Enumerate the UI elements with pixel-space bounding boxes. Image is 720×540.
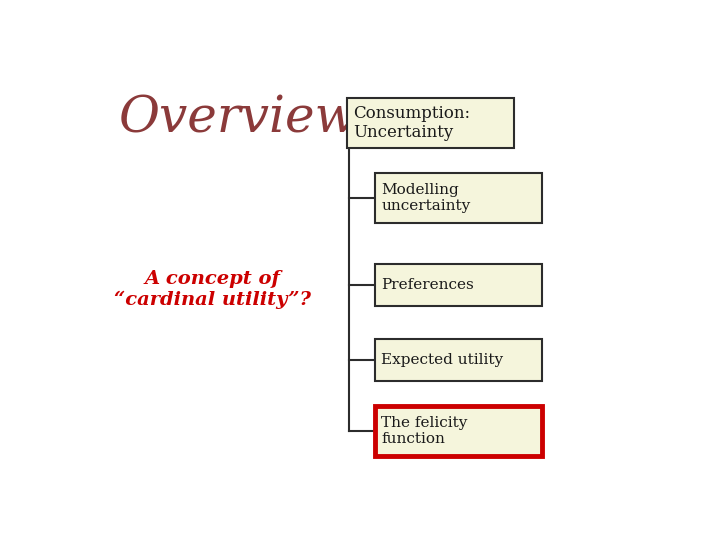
FancyBboxPatch shape bbox=[347, 98, 514, 148]
Text: Expected utility: Expected utility bbox=[382, 353, 503, 367]
FancyBboxPatch shape bbox=[374, 173, 542, 223]
Text: A concept of
“cardinal utility”?: A concept of “cardinal utility”? bbox=[114, 269, 311, 309]
Text: 32: 32 bbox=[679, 517, 698, 531]
Text: Frank Cowell:: Frank Cowell: bbox=[256, 517, 360, 531]
Text: April 2018: April 2018 bbox=[22, 517, 96, 531]
Text: Overview: Overview bbox=[118, 94, 357, 143]
FancyBboxPatch shape bbox=[374, 265, 542, 306]
Text: The felicity
function: The felicity function bbox=[382, 416, 468, 446]
Text: Preferences: Preferences bbox=[382, 278, 474, 292]
FancyBboxPatch shape bbox=[374, 339, 542, 381]
Text: Modelling
uncertainty: Modelling uncertainty bbox=[382, 183, 471, 213]
Text: Consumption:
Uncertainty: Consumption: Uncertainty bbox=[354, 105, 470, 141]
Text: Consumption Uncertainty: Consumption Uncertainty bbox=[360, 517, 541, 531]
FancyBboxPatch shape bbox=[374, 406, 542, 456]
